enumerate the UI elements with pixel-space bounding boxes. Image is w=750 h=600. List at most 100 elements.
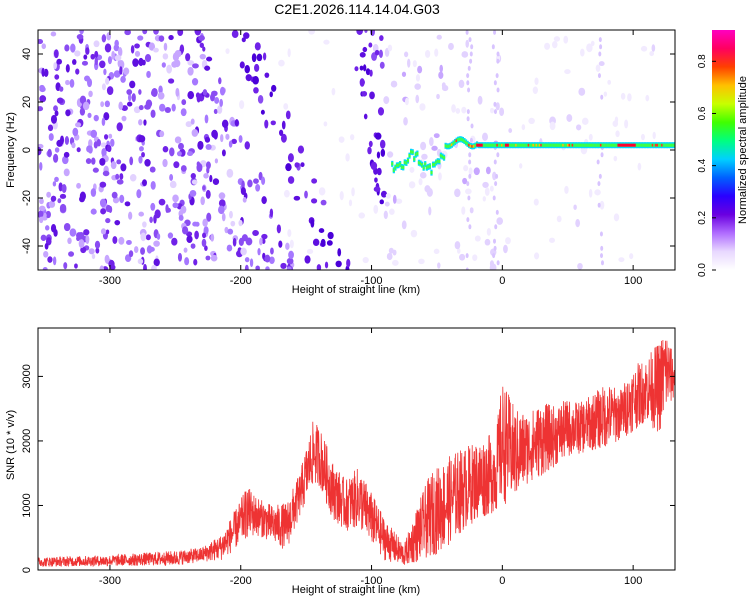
spectrogram-cell: [43, 212, 47, 219]
tone-track-segment: [493, 143, 496, 147]
spectrogram-cell: [146, 70, 151, 79]
spectrogram-cell: [167, 78, 175, 84]
spectrogram-cell: [182, 226, 189, 235]
spectrogram-cell: [306, 248, 314, 255]
spectrogram-cell: [191, 179, 198, 185]
spectrogram-cell: [323, 39, 330, 45]
tone-track-segment: [648, 143, 651, 147]
spectrogram-cell: [499, 107, 505, 117]
spectrogram-cell: [169, 173, 174, 181]
spectrogram-cell: [38, 106, 44, 112]
tone-track-segment: [563, 143, 567, 147]
snr-x-tick-label: -200: [230, 575, 252, 587]
spectrogram-cell: [116, 179, 124, 185]
spectrogram-cell: [331, 87, 336, 96]
tone-track-segment: [573, 143, 576, 147]
spectrogram-cell: [433, 133, 440, 139]
tone-track-segment: [444, 144, 447, 148]
tone-track-segment: [549, 143, 552, 147]
spectrogram-x-ticks: -300 -200 -100 0 100: [99, 30, 642, 287]
tone-track-hot: [535, 143, 538, 147]
spectrogram-cell: [219, 86, 226, 96]
snr-x-label: Height of straight line (km): [292, 584, 420, 596]
spectrogram-cell: [269, 256, 275, 264]
spectrogram-cell: [111, 50, 115, 60]
spectrogram-cell: [119, 173, 124, 180]
spectrogram-cell: [76, 34, 84, 40]
spectrogram-cell: [108, 205, 113, 214]
spectrogram-cell: [179, 44, 185, 54]
spectrogram-cell: [191, 77, 199, 86]
spectrogram-cell: [261, 176, 266, 185]
spectrogram-cell: [90, 53, 96, 60]
spectrogram-cell: [53, 62, 57, 70]
spectrogram-cell: [221, 119, 229, 128]
spectrogram-cell: [492, 253, 496, 259]
spectrogram-cell: [53, 105, 58, 112]
spectrogram-cell: [494, 181, 498, 187]
spectrogram-cell: [168, 35, 174, 41]
spectrogram-cell: [124, 201, 131, 207]
spectrogram-cell: [436, 34, 442, 40]
spectrogram-cell: [192, 63, 199, 69]
tone-track-segment: [541, 143, 545, 147]
spectrogram-cell: [304, 190, 308, 199]
tone-track-segment: [461, 138, 464, 142]
spectrogram-cell: [270, 120, 276, 126]
spectrogram-cell: [48, 200, 56, 208]
spectrogram-cell: [153, 214, 157, 224]
spectrogram-cell: [429, 137, 434, 147]
spectrogram-cell: [90, 129, 98, 138]
spectrogram-cell: [564, 185, 569, 194]
spectrogram-cell: [597, 181, 601, 187]
spectrogram-cell: [190, 118, 195, 125]
spectrogram-cell: [148, 246, 154, 252]
spectrogram-cell: [52, 256, 57, 266]
tone-track-peak: [476, 143, 483, 147]
spectrogram-cell: [278, 240, 283, 248]
spectrogram-cell: [67, 237, 72, 245]
spectrogram-cell: [82, 101, 90, 111]
spectrogram-cell: [119, 194, 125, 204]
tone-track-hot: [654, 143, 658, 147]
tone-track-segment: [596, 143, 599, 147]
spectrogram-cell: [177, 30, 184, 37]
spectrogram-cell: [264, 254, 271, 263]
tone-track-segment: [510, 143, 513, 147]
tone-track-segment: [400, 165, 403, 169]
spectrogram-cell: [74, 263, 78, 269]
spectrogram-cell: [127, 93, 132, 102]
spectrogram-cell: [249, 258, 254, 268]
tone-track-hot: [468, 143, 471, 147]
spectrogram-cell: [392, 194, 397, 204]
tone-track-segment: [639, 143, 642, 147]
tone-track-segment: [673, 143, 675, 147]
spectrogram-cell: [563, 35, 569, 44]
spectrogram-cell: [142, 179, 147, 187]
tone-track-segment: [653, 143, 656, 147]
spectrogram-cell: [404, 51, 409, 58]
spectrogram-cell: [276, 224, 281, 234]
spectrogram-cell: [108, 133, 113, 139]
spectrogram-cell: [438, 71, 444, 79]
spectrogram-cell: [162, 158, 168, 168]
spectrogram-cell: [534, 77, 539, 86]
spectrogram-cell: [102, 170, 110, 177]
spectrogram-cell: [159, 103, 166, 112]
spectrogram-cell: [150, 202, 156, 211]
spectrogram-cell: [465, 188, 472, 195]
spectrogram-cell: [260, 109, 265, 115]
snr-panel: -300 -200 -100 0 100 0 1000 2000 3000 Height of…: [5, 327, 676, 596]
spectrogram-y-tick-label: -40: [21, 238, 33, 254]
spectrogram-cell: [75, 68, 80, 75]
spectrogram-cell: [279, 129, 284, 136]
spectrogram-cell: [262, 52, 267, 61]
tone-track-segment: [482, 143, 485, 147]
spectrogram-cell: [374, 132, 382, 140]
spectrogram-cell: [107, 56, 112, 65]
spectrogram-cell: [503, 244, 508, 254]
spectrogram-cell: [285, 163, 292, 172]
tone-track-segment: [488, 143, 491, 147]
spectrogram-cell: [466, 109, 470, 115]
